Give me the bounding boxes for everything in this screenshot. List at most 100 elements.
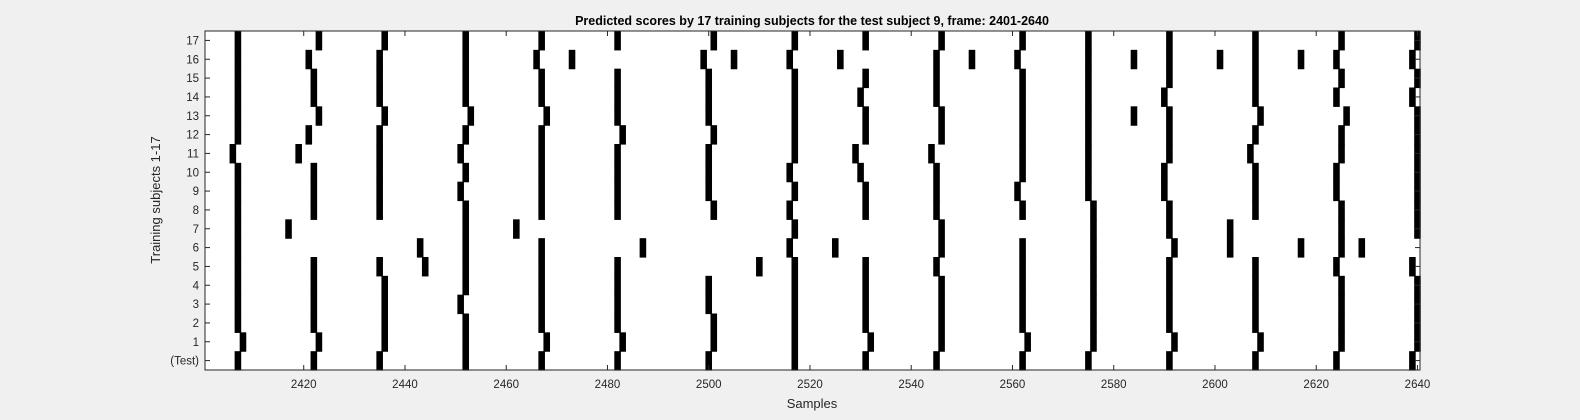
score-mark bbox=[1019, 294, 1026, 315]
score-mark bbox=[1019, 351, 1026, 371]
score-mark bbox=[1252, 162, 1259, 183]
x-axis-label: Samples bbox=[787, 396, 838, 411]
score-mark bbox=[538, 31, 545, 51]
score-mark bbox=[462, 68, 470, 89]
score-mark bbox=[310, 162, 318, 183]
score-mark bbox=[310, 87, 318, 107]
score-mark bbox=[533, 49, 540, 70]
score-mark bbox=[1338, 332, 1345, 352]
score-mark bbox=[1409, 49, 1416, 70]
score-mark bbox=[538, 181, 545, 202]
score-mark bbox=[305, 49, 313, 70]
score-mark bbox=[933, 351, 940, 371]
score-mark bbox=[1085, 125, 1092, 145]
score-mark bbox=[381, 31, 389, 51]
score-mark bbox=[1085, 351, 1092, 371]
score-mark bbox=[538, 87, 545, 107]
score-mark bbox=[791, 294, 799, 315]
score-mark bbox=[1252, 200, 1259, 220]
y-tick-label: 4 bbox=[193, 280, 200, 292]
score-mark bbox=[1161, 181, 1168, 202]
score-mark bbox=[310, 181, 318, 202]
score-mark bbox=[1166, 144, 1173, 164]
score-mark bbox=[1252, 294, 1259, 315]
score-mark bbox=[938, 238, 945, 258]
score-mark bbox=[234, 106, 242, 126]
score-mark bbox=[538, 313, 545, 333]
chart-title: Predicted scores by 17 training subjects… bbox=[575, 14, 1049, 28]
score-mark bbox=[614, 87, 621, 107]
score-mark bbox=[234, 49, 242, 70]
score-mark bbox=[381, 294, 389, 315]
score-mark bbox=[1257, 106, 1264, 126]
score-mark bbox=[234, 68, 242, 89]
score-mark bbox=[619, 125, 626, 145]
score-mark bbox=[1338, 31, 1345, 51]
score-mark bbox=[1166, 294, 1173, 315]
score-mark bbox=[791, 257, 799, 277]
score-mark bbox=[791, 181, 799, 202]
score-mark bbox=[614, 31, 621, 51]
score-mark bbox=[381, 332, 389, 352]
score-mark bbox=[639, 238, 647, 258]
score-mark bbox=[1090, 313, 1097, 333]
score-mark bbox=[1014, 49, 1021, 70]
score-mark bbox=[1247, 144, 1254, 164]
y-tick-label: 13 bbox=[186, 111, 199, 123]
score-mark bbox=[1019, 106, 1026, 126]
score-mark bbox=[1090, 275, 1097, 296]
score-mark bbox=[862, 181, 869, 202]
score-mark bbox=[862, 106, 869, 126]
score-mark bbox=[234, 275, 242, 296]
score-mark bbox=[543, 106, 551, 126]
score-mark bbox=[1338, 200, 1345, 220]
score-mark bbox=[614, 144, 621, 164]
score-mark bbox=[938, 125, 945, 145]
score-mark bbox=[376, 125, 383, 145]
y-tick-label: 12 bbox=[186, 130, 199, 142]
score-mark bbox=[295, 144, 302, 164]
x-ticks-layer: 2420 2440 2460 2480 2500 2520 2540 2560 2580 2600… bbox=[291, 31, 1430, 391]
score-mark bbox=[614, 106, 621, 126]
score-mark bbox=[234, 200, 242, 220]
score-mark bbox=[710, 31, 718, 51]
score-mark bbox=[234, 181, 242, 202]
score-mark bbox=[857, 162, 864, 183]
score-mark bbox=[376, 162, 383, 183]
score-mark bbox=[933, 181, 940, 202]
score-mark bbox=[1024, 332, 1031, 352]
score-mark bbox=[791, 144, 799, 164]
score-mark bbox=[619, 332, 626, 352]
x-tick-label: 2420 bbox=[291, 379, 317, 391]
score-mark bbox=[1019, 275, 1026, 296]
score-mark bbox=[1409, 87, 1416, 107]
score-mark bbox=[462, 87, 470, 107]
score-mark bbox=[862, 257, 869, 277]
score-mark bbox=[1019, 125, 1026, 145]
x-tick-label: 2500 bbox=[696, 379, 722, 391]
score-mark bbox=[1161, 162, 1168, 183]
score-mark bbox=[786, 49, 794, 70]
score-mark bbox=[1085, 181, 1092, 202]
score-mark bbox=[614, 275, 621, 296]
x-tick-label: 2640 bbox=[1405, 379, 1431, 391]
score-mark bbox=[1019, 31, 1026, 51]
score-mark bbox=[862, 351, 869, 371]
score-mark bbox=[933, 87, 940, 107]
score-mark bbox=[614, 181, 621, 202]
score-mark bbox=[1019, 200, 1026, 220]
score-mark bbox=[568, 49, 576, 70]
y-tick-label: 5 bbox=[193, 261, 199, 273]
score-mark bbox=[1085, 68, 1092, 89]
score-mark bbox=[457, 144, 464, 164]
score-mark bbox=[730, 49, 738, 70]
score-mark bbox=[538, 200, 545, 220]
score-mark bbox=[234, 313, 242, 333]
score-mark bbox=[1166, 219, 1173, 239]
y-tick-label: 14 bbox=[186, 92, 199, 104]
score-mark bbox=[315, 31, 323, 51]
score-mark bbox=[933, 49, 940, 70]
score-mark bbox=[1019, 144, 1026, 164]
score-mark bbox=[938, 275, 945, 296]
score-mark bbox=[1130, 49, 1138, 70]
